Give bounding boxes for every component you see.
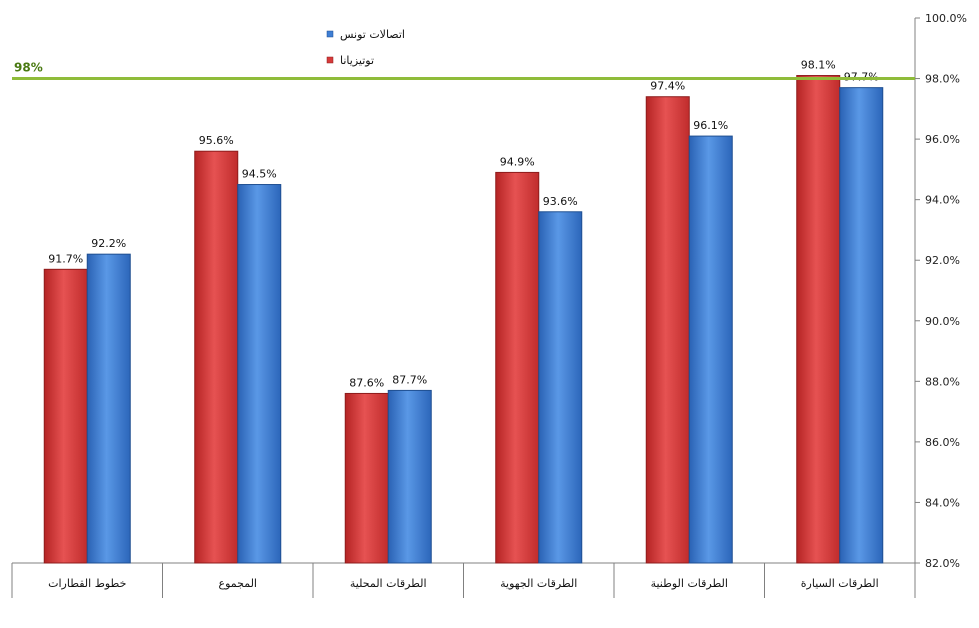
data-label: 94.9%: [500, 155, 535, 168]
y-tick-label: 86.0%: [925, 436, 960, 449]
y-tick-label: 94.0%: [925, 194, 960, 207]
bar-blue: [237, 184, 282, 564]
legend-swatch: [326, 56, 334, 64]
category-label: المجموع: [219, 577, 257, 590]
y-tick-label: 82.0%: [925, 557, 960, 570]
bar-red: [796, 75, 841, 564]
data-label: 97.4%: [650, 80, 685, 93]
bar-red: [495, 171, 540, 564]
data-label: 92.2%: [91, 237, 126, 250]
category-label: الطرقات الجهوية: [500, 577, 577, 590]
bars: [43, 75, 884, 564]
data-label: 96.1%: [693, 119, 728, 132]
y-tick-label: 84.0%: [925, 496, 960, 509]
bar-blue: [86, 253, 131, 564]
data-label: 94.5%: [242, 168, 277, 181]
data-label: 93.6%: [543, 195, 578, 208]
bar-red: [344, 392, 389, 564]
data-label: 98.1%: [801, 59, 836, 72]
category-label: خطوط القطارات: [48, 577, 126, 590]
bar-blue: [688, 135, 733, 564]
bar-red: [194, 150, 239, 564]
y-tick-label: 100.0%: [925, 12, 967, 25]
y-tick-label: 90.0%: [925, 315, 960, 328]
y-tick-label: 88.0%: [925, 375, 960, 388]
y-tick-label: 96.0%: [925, 133, 960, 146]
bar-blue: [538, 211, 583, 564]
legend-swatch: [326, 30, 334, 38]
legend-label: اتصالات تونس: [340, 28, 405, 41]
bar-red: [43, 268, 88, 564]
axes: 82.0% 84.0% 86.0% 88.0% 90.0% 92.0% 94.0% 96.0%…: [11, 12, 967, 598]
bar-red: [645, 96, 690, 564]
legend: اتصالات تونس توتيزيانا: [326, 28, 405, 67]
bar-blue: [387, 389, 432, 564]
category-label: الطرقات الوطنية: [651, 577, 728, 590]
y-tick-label: 92.0%: [925, 254, 960, 267]
bar-blue: [839, 87, 884, 564]
category-label: الطرقات المحلية: [350, 577, 427, 590]
reference-line-group: 98%: [12, 61, 915, 81]
data-label: 95.6%: [199, 134, 234, 147]
data-label: 91.7%: [48, 252, 83, 265]
y-tick-label: 98.0%: [925, 73, 960, 86]
legend-label: توتيزيانا: [340, 54, 374, 67]
category-label: الطرقات السيارة: [801, 577, 879, 590]
data-label: 87.6%: [349, 376, 384, 389]
data-labels: 91.7% 92.2% 95.6% 94.5% 87.6% 87.7% 94.9% 93.6%…: [48, 59, 878, 390]
reference-line-label: 98%: [14, 61, 43, 75]
data-label: 87.7%: [392, 373, 427, 386]
